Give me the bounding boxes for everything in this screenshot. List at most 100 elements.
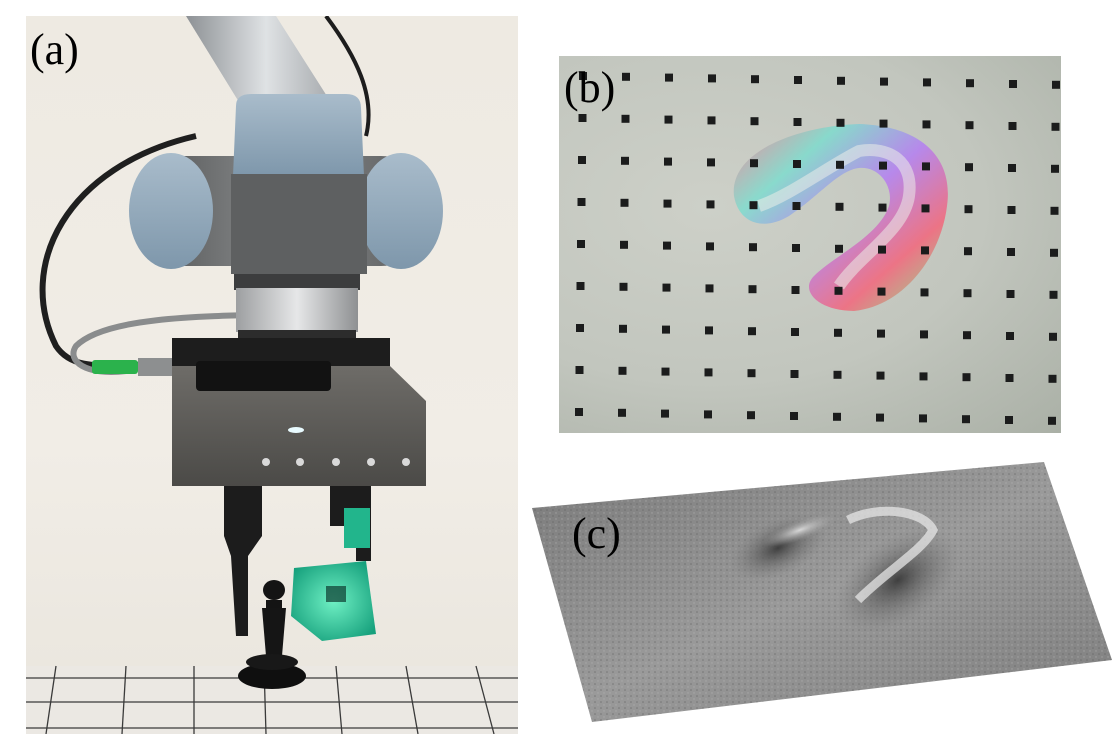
marker-dot bbox=[965, 121, 974, 130]
marker-dot bbox=[1051, 122, 1060, 131]
marker-dot bbox=[876, 413, 884, 422]
marker-dot bbox=[919, 414, 927, 423]
marker-dot bbox=[919, 372, 928, 381]
marker-dot bbox=[661, 367, 670, 376]
marker-dot bbox=[749, 201, 758, 210]
marker-dot bbox=[620, 198, 629, 207]
marker-dot bbox=[922, 120, 931, 129]
marker-dot bbox=[833, 370, 842, 379]
marker-dot bbox=[576, 282, 585, 290]
marker-dot bbox=[837, 76, 845, 85]
marker-dot bbox=[1009, 80, 1017, 88]
marker-dot bbox=[706, 242, 714, 251]
marker-dot bbox=[793, 118, 802, 126]
marker-dot bbox=[1048, 374, 1057, 383]
marker-dot bbox=[962, 415, 970, 424]
marker-dot bbox=[707, 158, 715, 167]
marker-dot bbox=[790, 370, 799, 378]
tactile-image-panel: (b) bbox=[559, 56, 1061, 433]
marker-dot bbox=[747, 369, 756, 378]
marker-dot bbox=[833, 412, 841, 421]
panel-label-b: (b) bbox=[564, 63, 616, 112]
marker-dot bbox=[576, 324, 584, 332]
marker-dot bbox=[1008, 122, 1017, 130]
marker-dot bbox=[920, 288, 929, 297]
marker-dot bbox=[962, 373, 971, 382]
marker-dot bbox=[834, 286, 843, 295]
marker-dot bbox=[793, 160, 801, 168]
marker-dot bbox=[575, 408, 583, 416]
marker-dot bbox=[664, 115, 673, 124]
marker-dot bbox=[1051, 164, 1059, 173]
contact-imprint bbox=[733, 124, 948, 311]
marker-dot bbox=[1048, 416, 1056, 425]
marker-dot bbox=[621, 114, 630, 123]
panel-label-c: (c) bbox=[572, 509, 621, 558]
marker-dot bbox=[790, 412, 798, 420]
marker-dot bbox=[835, 244, 843, 253]
marker-dot bbox=[878, 245, 886, 254]
marker-dot-grid bbox=[575, 72, 1060, 425]
marker-dot bbox=[751, 75, 759, 84]
marker-dot bbox=[661, 409, 669, 418]
marker-dot bbox=[964, 205, 973, 214]
marker-dot bbox=[750, 159, 758, 168]
marker-dot bbox=[1005, 416, 1013, 424]
marker-dot bbox=[622, 72, 630, 81]
marker-dot bbox=[705, 326, 713, 335]
marker-dot bbox=[921, 246, 929, 255]
marker-dot bbox=[1007, 248, 1015, 256]
marker-dot bbox=[879, 161, 887, 170]
marker-dot bbox=[619, 282, 628, 291]
marker-dot bbox=[920, 330, 928, 339]
marker-dot bbox=[792, 202, 801, 210]
marker-dot bbox=[706, 200, 715, 209]
marker-dot bbox=[792, 244, 800, 252]
marker-dot bbox=[834, 328, 842, 337]
marker-dot bbox=[836, 118, 845, 127]
robot-photo-panel: (a) bbox=[26, 16, 518, 734]
marker-dot bbox=[619, 324, 627, 333]
marker-dot bbox=[705, 284, 714, 293]
marker-dot bbox=[1049, 290, 1058, 299]
marker-dot bbox=[621, 156, 629, 165]
marker-dot bbox=[966, 79, 974, 88]
marker-dot bbox=[964, 247, 972, 256]
marker-dot bbox=[750, 117, 759, 126]
marker-dot bbox=[665, 73, 673, 82]
marker-dot bbox=[835, 202, 844, 211]
marker-dot bbox=[618, 366, 627, 375]
marker-dot bbox=[704, 410, 712, 419]
marker-dot bbox=[880, 77, 888, 86]
marker-dot bbox=[575, 366, 584, 374]
marker-dot bbox=[618, 408, 626, 417]
marker-dot bbox=[921, 204, 930, 213]
marker-dot bbox=[877, 287, 886, 296]
marker-dot bbox=[1006, 332, 1014, 340]
marker-dot bbox=[877, 329, 885, 338]
surface-plot bbox=[532, 462, 1112, 722]
marker-dot bbox=[1052, 80, 1060, 89]
marker-dot bbox=[791, 286, 800, 294]
marker-dot bbox=[748, 285, 757, 294]
marker-dot bbox=[878, 203, 887, 212]
marker-dot bbox=[1005, 374, 1014, 382]
marker-dot bbox=[747, 411, 755, 420]
marker-dot bbox=[663, 241, 671, 250]
marker-dot bbox=[963, 289, 972, 298]
marker-dot bbox=[922, 162, 930, 171]
marker-dot bbox=[578, 114, 587, 122]
marker-dot bbox=[664, 157, 672, 166]
marker-dot bbox=[923, 78, 931, 87]
panel-label-a: (a) bbox=[30, 25, 79, 74]
marker-dot bbox=[749, 243, 757, 252]
marker-dot bbox=[663, 199, 672, 208]
marker-dot bbox=[1049, 332, 1057, 341]
marker-dot bbox=[876, 371, 885, 380]
surface-reconstruction-panel: (c) bbox=[528, 460, 1114, 730]
marker-dot bbox=[662, 283, 671, 292]
marker-dot bbox=[794, 76, 802, 84]
marker-dot bbox=[748, 327, 756, 336]
marker-dot bbox=[879, 119, 888, 128]
marker-dot bbox=[965, 163, 973, 172]
